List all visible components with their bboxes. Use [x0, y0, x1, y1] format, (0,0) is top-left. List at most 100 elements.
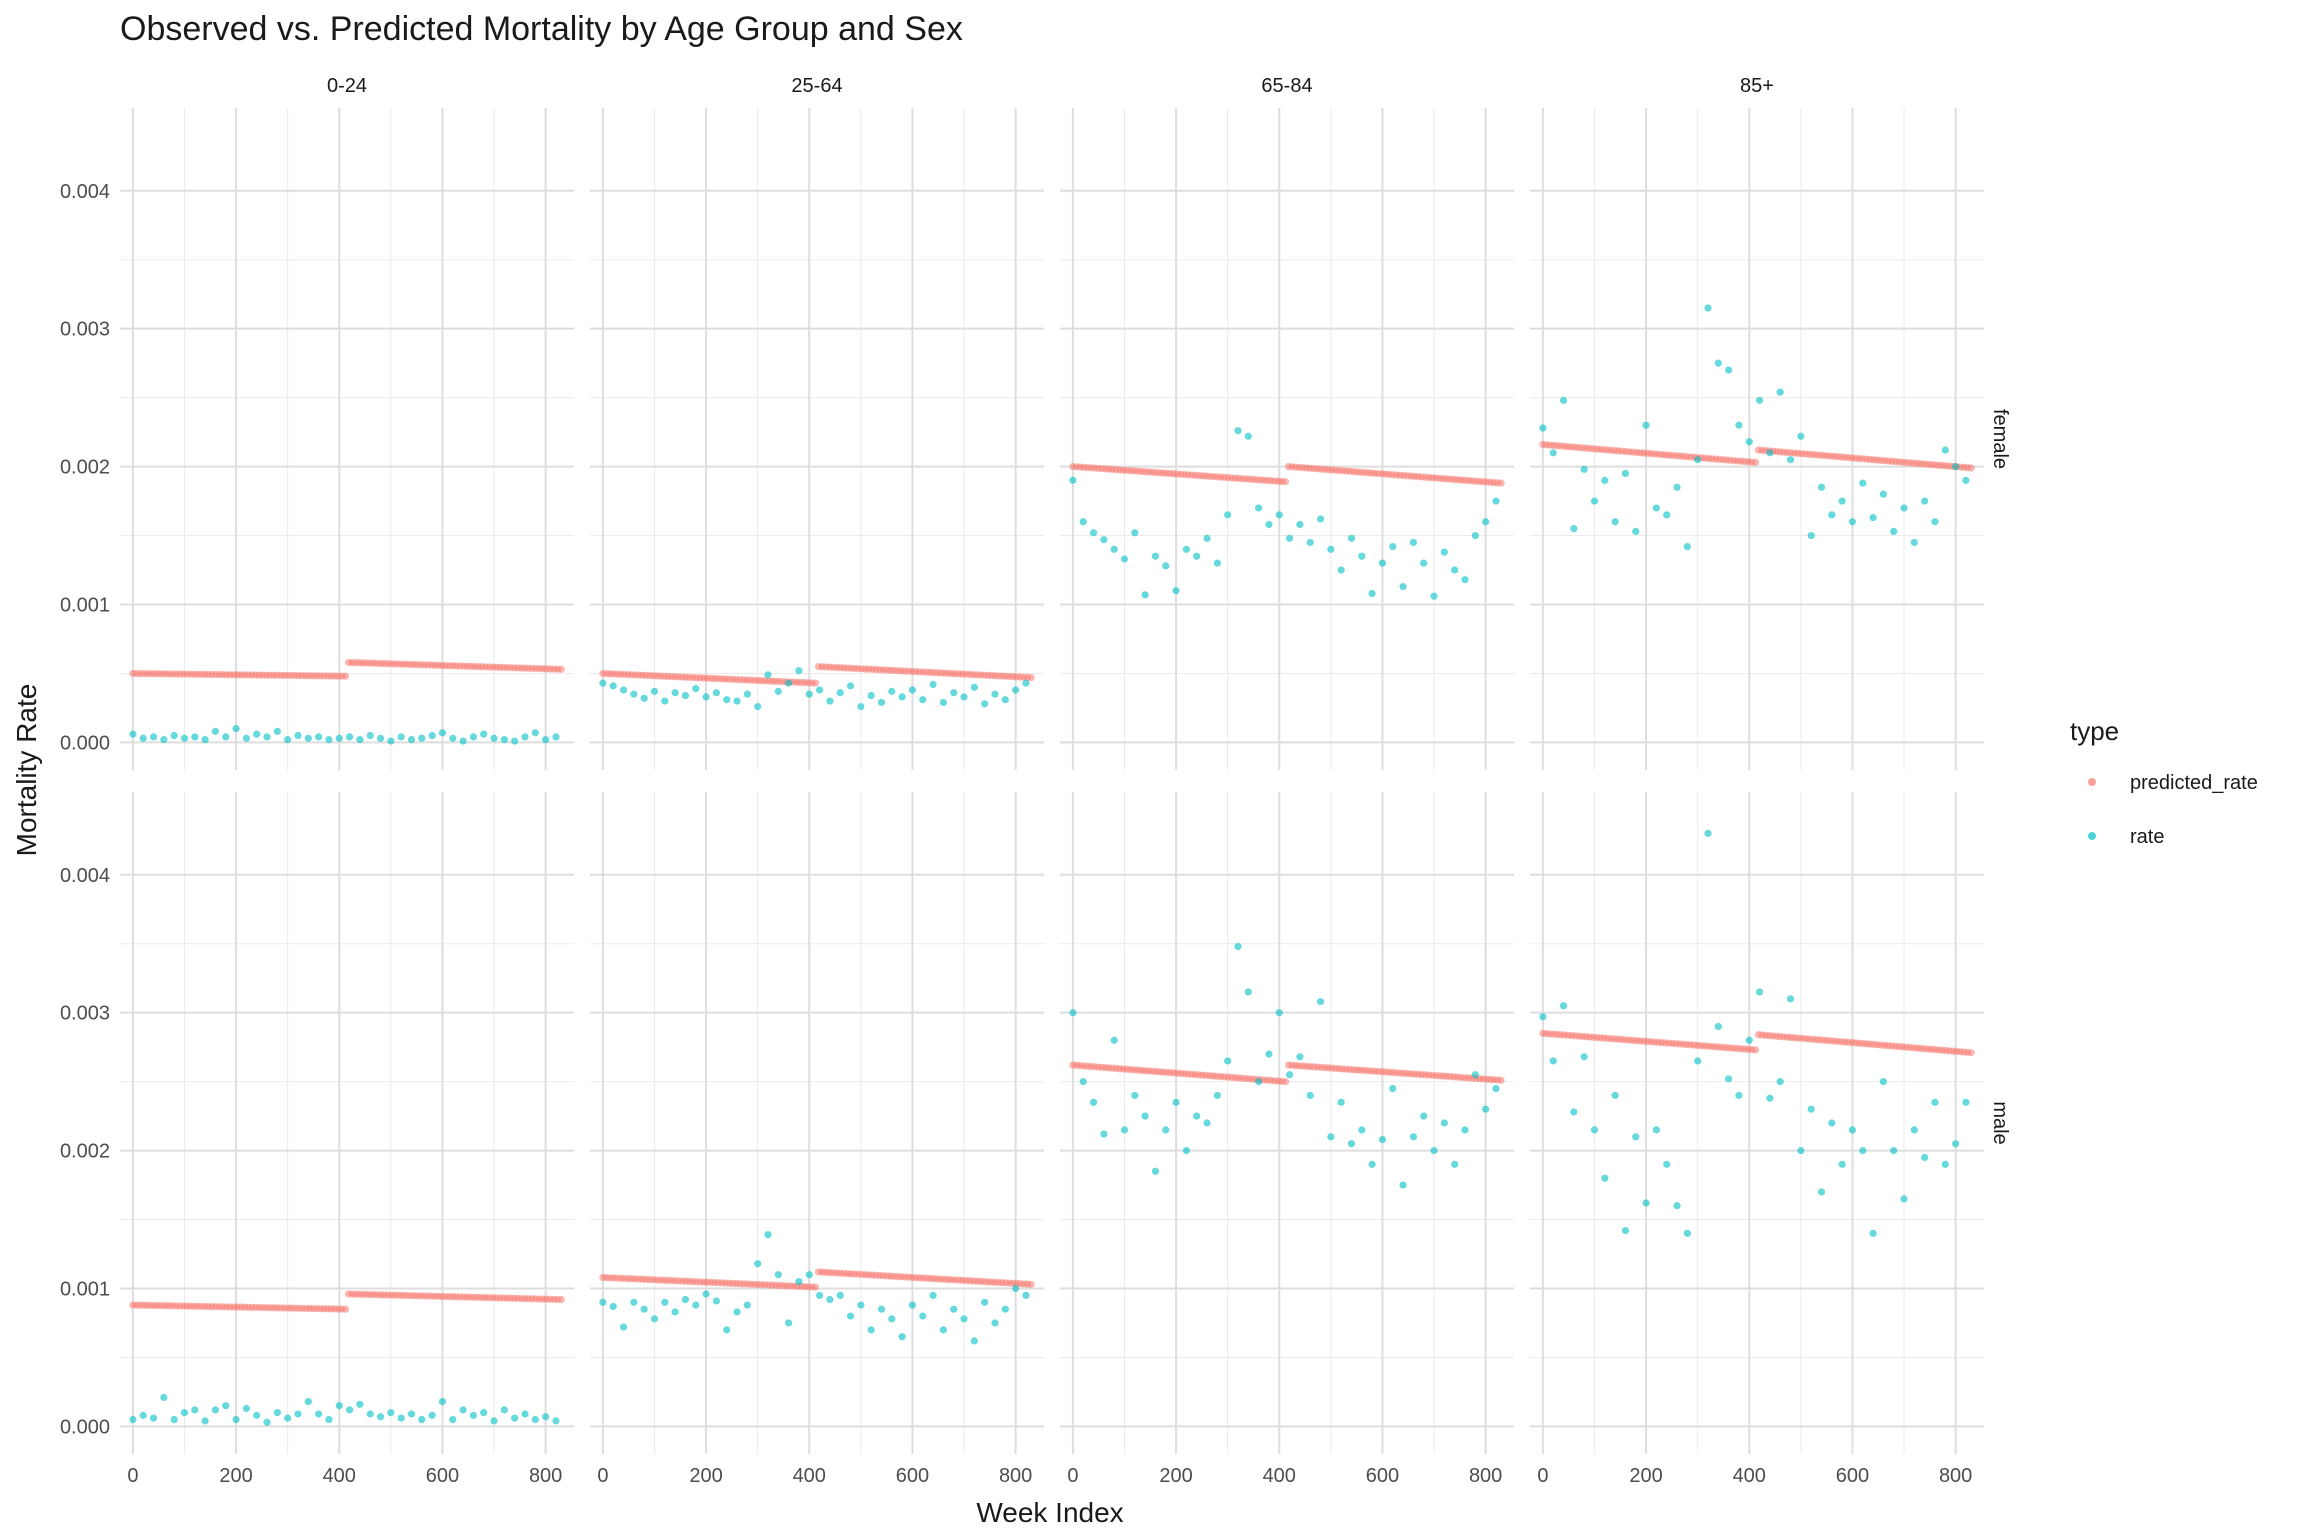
observed-point [1941, 446, 1949, 454]
observed-point [1962, 1098, 1970, 1106]
observed-point [449, 734, 457, 742]
y-axis-ticks: 0.000 0.001 0.002 0.003 0.004 0.000 0.001 0.002… [60, 181, 110, 1439]
observed-point [1120, 1126, 1129, 1134]
observed-point [521, 1410, 529, 1418]
row-strip-label: male [1989, 1101, 2011, 1144]
x-tick-label: 200 [1629, 1465, 1662, 1487]
observed-point [129, 1415, 137, 1424]
observed-point [733, 1308, 741, 1316]
observed-point [180, 1409, 189, 1417]
observed-point [619, 1323, 628, 1331]
observed-point [1580, 1053, 1588, 1061]
observed-point [1337, 566, 1345, 574]
observed-point [1725, 1075, 1733, 1083]
observed-point [170, 1415, 178, 1424]
x-tick-label: 0 [1537, 1465, 1548, 1487]
observed-point [1673, 483, 1681, 491]
observed-point [681, 691, 690, 700]
y-tick-label: 0.000 [60, 732, 110, 754]
y-tick-label: 0.001 [60, 595, 110, 617]
observed-point [1162, 562, 1170, 570]
observed-point [1745, 438, 1753, 446]
observed-point [1151, 552, 1160, 560]
observed-point [867, 1326, 875, 1334]
x-tick-label: 0 [1067, 1465, 1078, 1487]
observed-point [449, 1415, 457, 1424]
observed-point [1193, 552, 1201, 560]
observed-point [599, 1298, 607, 1306]
observed-point [661, 697, 669, 705]
x-tick-label: 600 [426, 1465, 459, 1487]
observed-point [1255, 504, 1263, 512]
observed-point [1482, 518, 1490, 526]
observed-point [1890, 1146, 1898, 1155]
observed-point [723, 1326, 731, 1334]
observed-point [846, 682, 855, 690]
observed-point [681, 1295, 690, 1304]
observed-point [1952, 1140, 1960, 1148]
observed-point [1265, 1050, 1273, 1058]
observed-point [500, 736, 508, 744]
observed-point [1900, 1195, 1908, 1203]
observed-point [1828, 511, 1836, 519]
observed-point [232, 1415, 240, 1424]
observed-point [490, 734, 498, 742]
observed-point [1848, 1126, 1857, 1134]
observed-point [1244, 988, 1252, 996]
observed-point [1859, 1146, 1867, 1155]
predicted-point [1967, 1049, 1975, 1057]
observed-point [1900, 504, 1908, 512]
observed-point [1714, 359, 1722, 367]
observed-point [1347, 1140, 1356, 1148]
observed-point [1100, 1130, 1108, 1138]
observed-point [1100, 536, 1108, 544]
observed-point [407, 1410, 416, 1418]
observed-point [661, 1298, 669, 1306]
predicted-point [1967, 464, 1975, 472]
observed-point [764, 671, 772, 679]
observed-point [345, 733, 354, 741]
observed-point [253, 730, 261, 738]
observed-point [1632, 1133, 1640, 1141]
predicted-point [1497, 1076, 1505, 1084]
x-tick-label: 800 [1469, 1465, 1502, 1487]
observed-point [1725, 366, 1733, 374]
observed-point [1683, 542, 1691, 551]
observed-point [1745, 1036, 1753, 1044]
observed-point [1234, 942, 1242, 951]
observed-point [160, 736, 168, 744]
observed-point [692, 685, 700, 693]
observed-point [1069, 1009, 1077, 1017]
observed-point [552, 733, 560, 741]
observed-point [1776, 1078, 1784, 1086]
observed-point [692, 1301, 700, 1309]
observed-point [1817, 483, 1826, 491]
observed-point [1859, 479, 1867, 487]
predicted-point [1027, 1280, 1035, 1288]
observed-point [898, 693, 906, 701]
x-tick-label: 0 [597, 1465, 608, 1487]
observed-point [170, 731, 178, 740]
observed-point [1141, 1112, 1149, 1120]
observed-point [1327, 1133, 1335, 1141]
observed-point [836, 1291, 844, 1299]
observed-point [1203, 1119, 1211, 1127]
observed-point [356, 736, 364, 744]
observed-point [619, 686, 628, 694]
observed-point [919, 1312, 927, 1320]
observed-point [877, 698, 886, 707]
observed-point [836, 689, 844, 697]
predicted-point [1281, 478, 1290, 486]
observed-point [211, 1406, 220, 1414]
observed-point [1683, 1229, 1691, 1237]
observed-point [929, 1291, 937, 1299]
observed-point [1539, 1013, 1547, 1021]
x-tick-label: 200 [219, 1465, 252, 1487]
observed-point [511, 1414, 519, 1422]
observed-point [1652, 1126, 1660, 1134]
observed-point [1409, 1133, 1417, 1141]
observed-point [1224, 1057, 1232, 1065]
observed-point [1632, 527, 1640, 536]
y-tick-label: 0.004 [60, 181, 110, 203]
